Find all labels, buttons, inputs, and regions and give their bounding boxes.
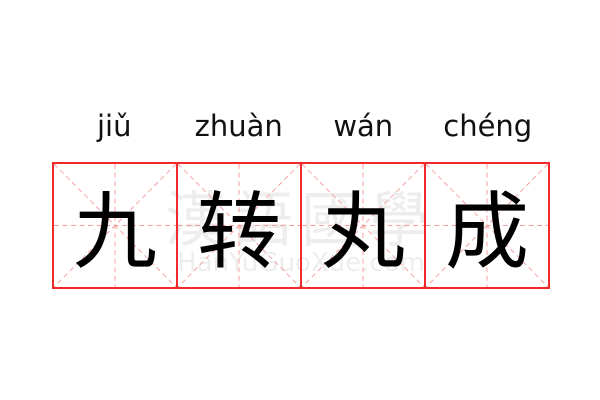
- guide-lines: [178, 164, 300, 287]
- guide-lines: [54, 164, 176, 287]
- guide-lines: [302, 164, 424, 287]
- grid-cell: 丸: [302, 164, 426, 287]
- pinyin-3: wán: [333, 109, 394, 143]
- grid-cell: 成: [426, 164, 548, 287]
- character-1: 九: [72, 183, 157, 281]
- watermark-chinese: 漢語國學: [165, 186, 437, 256]
- character-grid: 九 转 丸 成: [52, 162, 550, 289]
- grid-cell: 转: [178, 164, 302, 287]
- character-4: 成: [444, 183, 529, 281]
- pinyin-1: jiǔ: [97, 109, 132, 143]
- pinyin-row: jiǔ zhuàn wán chéng: [52, 106, 550, 146]
- character-2: 转: [196, 183, 281, 281]
- guide-lines: [426, 164, 548, 287]
- character-3: 丸: [320, 183, 405, 281]
- grid-cell: 九: [54, 164, 178, 287]
- pinyin-2: zhuàn: [194, 109, 283, 143]
- pinyin-4: chéng: [443, 109, 533, 143]
